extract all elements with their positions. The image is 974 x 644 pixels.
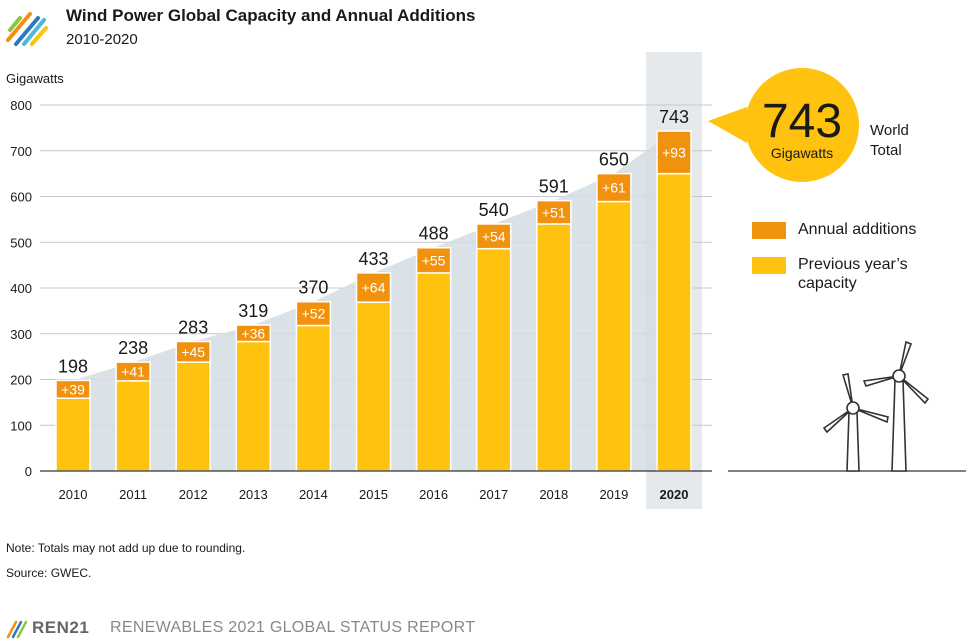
legend-item-previous-capacity: Previous year’s capacity — [752, 255, 958, 293]
chart-title: Wind Power Global Capacity and Annual Ad… — [66, 6, 476, 25]
addition-label-2010: +39 — [61, 381, 85, 397]
total-label-2013: 319 — [238, 301, 268, 321]
addition-label-2019: +61 — [602, 180, 626, 196]
x-tick-label-2020: 2020 — [660, 487, 689, 502]
wind-turbine-icon — [728, 340, 966, 472]
bar-addition-2018 — [536, 199, 572, 225]
addition-label-2014: +52 — [302, 306, 326, 322]
bar-addition-2016 — [415, 246, 452, 274]
y-tick-label-300: 300 — [10, 327, 32, 342]
addition-label-2018: +51 — [542, 204, 566, 220]
world-total-callout: 743 Gigawatts — [708, 68, 859, 182]
bar-previous-2020 — [656, 172, 692, 472]
legend-swatch-previous — [752, 257, 786, 274]
total-label-2018: 591 — [539, 177, 569, 197]
x-tick-label-2019: 2019 — [599, 487, 628, 502]
bar-addition-2010 — [55, 379, 91, 400]
legend-label-previous: Previous year’s capacity — [798, 256, 908, 292]
world-total-line1: World — [870, 122, 909, 139]
x-tick-label-2010: 2010 — [59, 487, 88, 502]
addition-label-2013: +36 — [241, 325, 265, 341]
addition-label-2011: +41 — [121, 363, 145, 379]
callout-unit: Gigawatts — [771, 145, 833, 161]
legend-item-annual-additions: Annual additions — [752, 220, 958, 239]
total-label-2020: 743 — [659, 107, 689, 127]
y-tick-label-200: 200 — [10, 373, 32, 388]
bar-addition-2020 — [656, 130, 692, 175]
total-label-2011: 238 — [118, 338, 148, 358]
y-tick-label-700: 700 — [10, 144, 32, 159]
x-tick-label-2011: 2011 — [119, 487, 147, 502]
bar-previous-2017 — [475, 247, 512, 472]
bar-addition-2011 — [115, 361, 151, 382]
bar-previous-2014 — [295, 324, 332, 472]
ren21-logo-icon — [6, 12, 48, 46]
addition-label-2012: +45 — [181, 344, 205, 360]
total-label-2017: 540 — [479, 200, 509, 220]
total-label-2016: 488 — [419, 224, 449, 244]
x-tick-label-2013: 2013 — [239, 487, 268, 502]
world-total-line2: Total — [870, 142, 902, 159]
x-tick-label-2017: 2017 — [479, 487, 508, 502]
bar-previous-2016 — [415, 272, 452, 472]
footer-brand: REN21 — [32, 618, 90, 637]
x-tick-label-2018: 2018 — [539, 487, 568, 502]
bar-addition-2013 — [235, 324, 272, 343]
x-tick-label-2014: 2014 — [299, 487, 328, 502]
addition-label-2017: +54 — [482, 228, 506, 244]
bar-previous-2018 — [536, 223, 572, 472]
legend-label-annual: Annual additions — [798, 221, 917, 238]
callout-circle — [745, 68, 859, 182]
bar-previous-2019 — [596, 200, 632, 472]
y-tick-label-800: 800 — [10, 98, 32, 113]
addition-label-2015: +64 — [362, 280, 386, 296]
bar-addition-2014 — [295, 300, 332, 327]
ren21-footer-logo-icon — [6, 620, 28, 639]
bar-addition-2015 — [355, 272, 392, 303]
chart-source: Source: GWEC. — [6, 566, 92, 580]
bar-previous-2012 — [175, 361, 211, 472]
x-tick-label-2015: 2015 — [359, 487, 388, 502]
bar-previous-2013 — [235, 340, 272, 472]
y-tick-label-0: 0 — [25, 464, 32, 479]
addition-label-2016: +55 — [422, 252, 446, 268]
bar-previous-2011 — [115, 380, 151, 472]
x-tick-label-2016: 2016 — [419, 487, 448, 502]
bar-previous-2015 — [355, 301, 392, 472]
y-tick-label-100: 100 — [10, 418, 32, 433]
chart-subtitle: 2010-2020 — [66, 31, 138, 48]
bar-addition-2019 — [596, 172, 632, 203]
total-label-2015: 433 — [358, 249, 388, 269]
legend-swatch-annual — [752, 222, 786, 239]
y-tick-label-400: 400 — [10, 281, 32, 296]
chart-note: Note: Totals may not add up due to round… — [6, 541, 246, 555]
bar-addition-2012 — [175, 340, 211, 363]
world-total-label: World Total — [870, 121, 909, 161]
callout-pointer — [708, 107, 747, 143]
callout-value: 743 — [762, 95, 842, 148]
bar-previous-2010 — [55, 397, 91, 472]
y-tick-label-500: 500 — [10, 235, 32, 250]
y-axis-label: Gigawatts — [6, 71, 64, 86]
footer-report-title: RENEWABLES 2021 GLOBAL STATUS REPORT — [110, 619, 476, 636]
bar-addition-2017 — [475, 223, 512, 250]
total-label-2014: 370 — [298, 278, 328, 298]
total-label-2019: 650 — [599, 150, 629, 170]
total-label-2012: 283 — [178, 318, 208, 338]
addition-label-2020: +93 — [662, 144, 686, 160]
y-tick-label-600: 600 — [10, 190, 32, 205]
total-label-2010: 198 — [58, 356, 88, 376]
x-tick-label-2012: 2012 — [179, 487, 208, 502]
